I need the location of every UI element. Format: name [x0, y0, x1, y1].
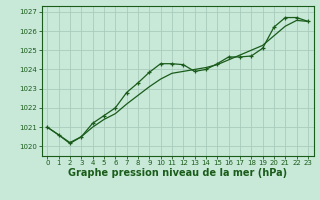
X-axis label: Graphe pression niveau de la mer (hPa): Graphe pression niveau de la mer (hPa): [68, 168, 287, 178]
